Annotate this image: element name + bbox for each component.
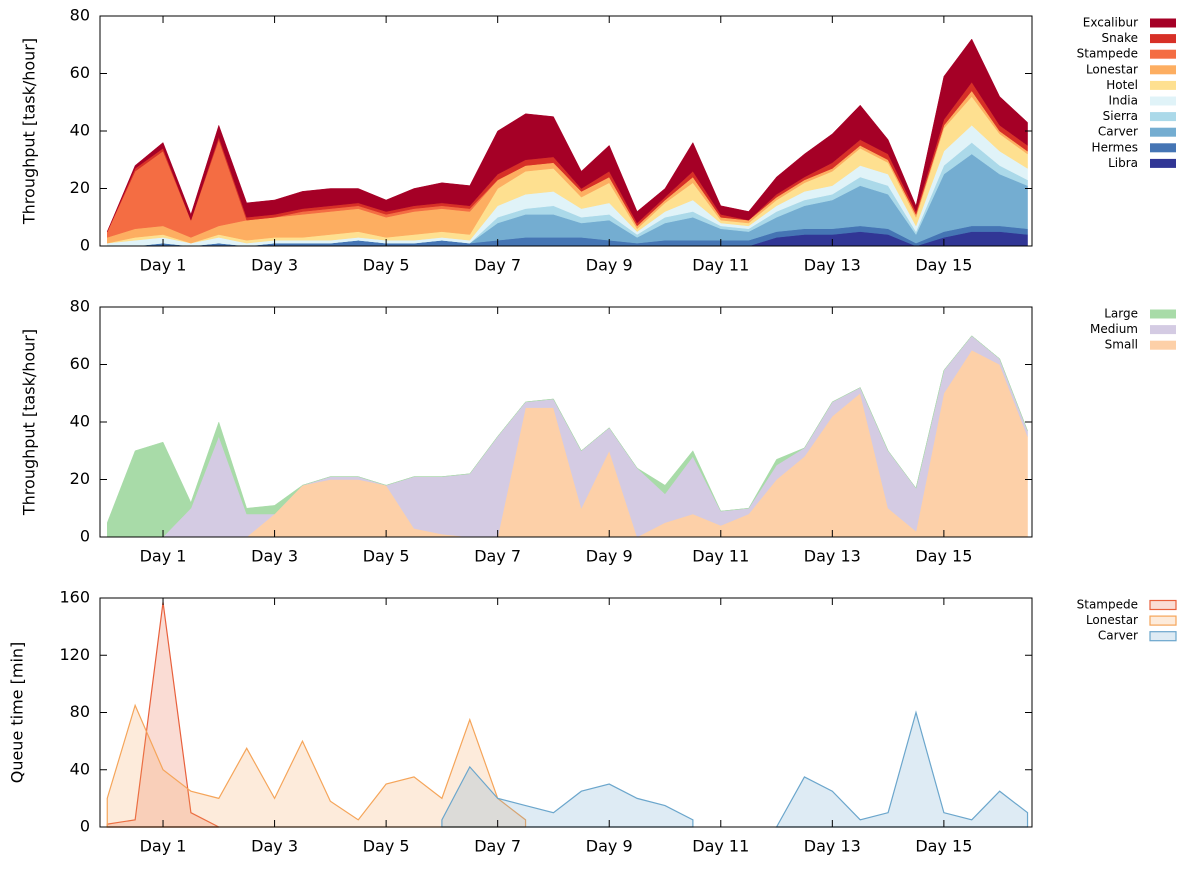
area: [107, 335, 1028, 538]
y-tick-label: 60: [70, 63, 90, 82]
x-tick-label: Day 15: [915, 256, 972, 275]
x-tick-label: Day 11: [692, 837, 749, 856]
y-tick-label: 40: [70, 412, 90, 431]
y-axis-label: Throughput [task/hour]: [20, 329, 39, 516]
legend-swatch: [1150, 340, 1176, 350]
y-tick-label: 20: [70, 469, 90, 488]
y-axis-label: Throughput [task/hour]: [20, 38, 39, 225]
x-tick-label: Day 5: [363, 547, 410, 566]
legend-swatch: [1150, 158, 1176, 168]
legend-swatch: [1150, 127, 1176, 137]
legend-label: India: [1109, 94, 1138, 108]
legend-swatch: [1149, 615, 1177, 626]
legend-swatch: [1150, 65, 1176, 75]
y-tick-label: 0: [80, 817, 90, 836]
legend-label: Carver: [1098, 629, 1138, 643]
legend-swatch: [1150, 34, 1176, 44]
legend-swatch: [1150, 309, 1176, 319]
legend-swatch: [1150, 80, 1176, 90]
x-tick-label: Day 5: [363, 837, 410, 856]
x-tick-label: Day 11: [692, 256, 749, 275]
y-axis-label: Queue time [min]: [8, 642, 27, 784]
y-tick-label: 0: [80, 236, 90, 255]
x-tick-label: Day 15: [915, 547, 972, 566]
x-tick-label: Day 13: [804, 837, 861, 856]
x-tick-label: Day 15: [915, 837, 972, 856]
legend-label: Carver: [1098, 125, 1138, 139]
legend-swatch: [1149, 599, 1177, 611]
legend-label: Medium: [1090, 322, 1138, 336]
y-tick-label: 40: [70, 759, 90, 778]
legend-label: Excalibur: [1083, 16, 1138, 30]
x-tick-label: Day 1: [140, 256, 187, 275]
legend-swatch: [1150, 112, 1176, 122]
legend-swatch: [1150, 18, 1176, 28]
legend-swatch: [1150, 49, 1176, 59]
y-tick-label: 120: [59, 645, 90, 664]
legend-swatch: [1150, 143, 1176, 153]
legend-label: Lonestar: [1086, 62, 1138, 76]
x-tick-label: Day 7: [474, 837, 521, 856]
legend-label: Stampede: [1077, 598, 1138, 612]
x-tick-label: Day 1: [140, 547, 187, 566]
legend-label: Sierra: [1103, 109, 1138, 123]
legend-label: Hermes: [1092, 140, 1138, 154]
x-tick-label: Day 13: [804, 256, 861, 275]
x-tick-label: Day 9: [586, 837, 633, 856]
legend-label: Large: [1104, 307, 1138, 321]
y-tick-label: 40: [70, 121, 90, 140]
legend-label: Small: [1105, 338, 1138, 352]
legend-swatch: [1150, 325, 1176, 335]
x-tick-label: Day 9: [586, 256, 633, 275]
x-tick-label: Day 13: [804, 547, 861, 566]
x-tick-label: Day 7: [474, 547, 521, 566]
x-tick-label: Day 3: [251, 256, 298, 275]
area: [441, 710, 1029, 828]
legend-label: Hotel: [1106, 78, 1138, 92]
legend-label: Stampede: [1077, 47, 1138, 61]
legend-label: Lonestar: [1086, 613, 1138, 627]
x-tick-label: Day 7: [474, 256, 521, 275]
y-tick-label: 60: [70, 354, 90, 373]
legend-label: Libra: [1108, 156, 1138, 170]
x-tick-label: Day 11: [692, 547, 749, 566]
y-tick-label: 80: [70, 6, 90, 25]
y-tick-label: 160: [59, 588, 90, 607]
legend-swatch: [1149, 631, 1177, 642]
x-tick-label: Day 9: [586, 547, 633, 566]
x-tick-label: Day 1: [140, 837, 187, 856]
y-tick-label: 80: [70, 702, 90, 721]
y-tick-label: 20: [70, 178, 90, 197]
legend-swatch: [1150, 96, 1176, 106]
x-tick-label: Day 3: [251, 837, 298, 856]
x-tick-label: Day 5: [363, 256, 410, 275]
y-tick-label: 0: [80, 527, 90, 546]
area: [107, 38, 1028, 232]
y-tick-label: 80: [70, 297, 90, 316]
x-tick-label: Day 3: [251, 547, 298, 566]
legend-label: Snake: [1102, 31, 1138, 45]
